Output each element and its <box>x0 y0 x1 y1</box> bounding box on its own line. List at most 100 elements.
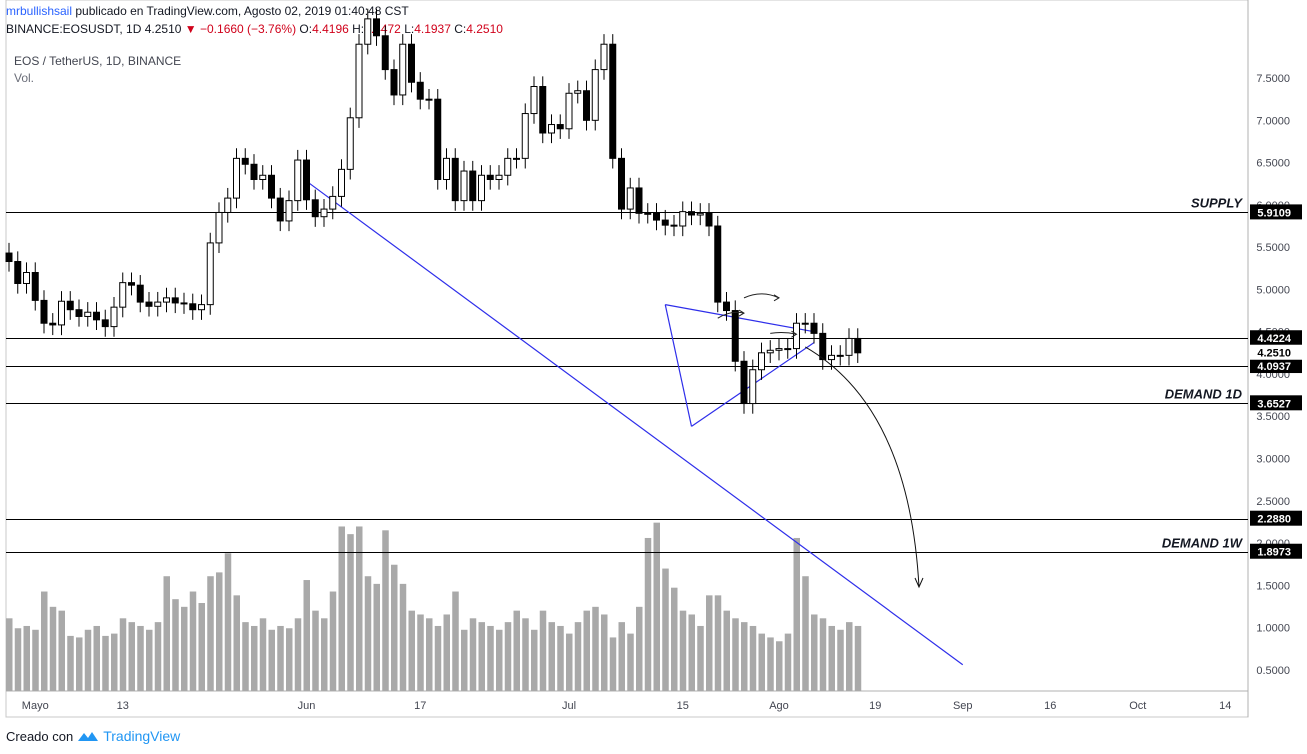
y-tick-label: 1.5000 <box>1256 580 1290 592</box>
volume-bar <box>749 625 757 691</box>
candle-body <box>836 354 844 357</box>
volume-bar <box>697 625 704 691</box>
candle-body <box>259 174 267 180</box>
volume-bar <box>601 614 608 691</box>
candle-body <box>408 43 415 83</box>
candle <box>136 275 144 313</box>
candle-body <box>31 272 39 301</box>
candle <box>31 262 39 311</box>
candle-body <box>801 322 809 325</box>
volume-bar <box>811 614 818 691</box>
candle-body <box>49 322 57 326</box>
triangle-left-line <box>664 304 693 427</box>
footer: Creado con TradingView <box>6 728 180 744</box>
high-label: H: <box>352 22 365 36</box>
candle-body <box>320 208 328 218</box>
tradingview-brand[interactable]: TradingView <box>103 728 181 744</box>
candle-body <box>110 306 118 328</box>
volume-bar <box>216 572 223 691</box>
candle <box>513 148 520 169</box>
volume-bar <box>399 583 407 691</box>
candle <box>189 293 197 320</box>
level-price-badge: 1.8973 <box>1257 547 1291 559</box>
candle-body <box>591 69 599 121</box>
candle-body <box>145 301 153 307</box>
volume-bar <box>137 625 144 691</box>
candle-body <box>311 199 319 218</box>
candle <box>644 203 652 224</box>
x-tick-label: 15 <box>677 700 689 712</box>
volume-bar <box>618 622 625 691</box>
candle <box>84 302 92 327</box>
ohlc-bar: BINANCE:EOSUSDT, 1D 4.2510 ▼ −0.1660 (−3… <box>6 22 503 36</box>
volume-bar <box>277 625 284 691</box>
volume-bar <box>548 622 555 691</box>
candle-body <box>390 69 398 96</box>
candle <box>49 313 57 336</box>
candle <box>311 189 319 227</box>
volume-bar <box>478 622 485 691</box>
x-tick-label: Jul <box>562 700 576 712</box>
candles <box>5 8 862 414</box>
volume-bar <box>242 622 249 691</box>
volume-bar <box>111 633 118 691</box>
author-link[interactable]: mrbullishsail <box>6 4 73 18</box>
last-price-badge-bg <box>1250 344 1302 360</box>
level-price-badge-bg <box>1250 204 1302 220</box>
projection-arrow <box>804 346 920 588</box>
volume-bar <box>496 629 503 691</box>
candle <box>259 165 267 190</box>
candle-body <box>723 301 730 312</box>
y-tick-label: 1.0000 <box>1256 623 1290 635</box>
volume-bar <box>303 580 310 691</box>
candle-body <box>416 81 424 100</box>
x-tick-label: 13 <box>117 700 129 712</box>
candle <box>390 59 398 106</box>
x-tick-label: Oct <box>1129 700 1146 712</box>
candle <box>241 148 249 175</box>
volume-bar <box>793 537 800 691</box>
candle-body <box>810 322 818 334</box>
level-price-badge-bg <box>1250 395 1302 411</box>
volume-bar <box>828 625 835 691</box>
candle <box>504 148 512 186</box>
candle <box>766 340 774 363</box>
x-tick-label: 16 <box>1044 700 1056 712</box>
candle <box>661 209 669 236</box>
candle-body <box>635 187 643 214</box>
candle <box>469 160 477 211</box>
volume-bar <box>469 618 477 691</box>
candle-body <box>58 300 65 326</box>
candle <box>5 242 13 272</box>
volume-bar <box>671 587 678 691</box>
candle-body <box>294 159 302 202</box>
candle-body <box>434 98 442 180</box>
volume-bar <box>837 629 844 691</box>
candle-body <box>548 124 555 134</box>
volume-bar <box>714 595 722 691</box>
triangle-upper-line <box>665 304 815 333</box>
volume-bar <box>224 553 232 691</box>
candle-body <box>469 170 477 202</box>
candle <box>119 272 127 318</box>
volume-bar <box>102 635 109 691</box>
candle <box>250 154 258 190</box>
candle <box>810 313 818 344</box>
volume-bar <box>329 591 337 691</box>
candle <box>600 34 608 80</box>
candle-body <box>346 117 354 170</box>
annotation-arrow-left <box>717 311 745 319</box>
candle-body <box>329 195 337 210</box>
descending-trendline <box>306 180 964 666</box>
volume-bar <box>767 637 774 691</box>
volume-bar <box>294 618 302 691</box>
candle-body <box>775 348 783 351</box>
volume-bar <box>172 599 179 691</box>
last-price-badge: 4.2510 <box>1257 348 1291 360</box>
volume-bar <box>417 614 424 691</box>
candle-body <box>705 212 713 227</box>
candle <box>688 201 695 226</box>
candle <box>145 291 153 317</box>
volume-bar <box>504 622 512 691</box>
